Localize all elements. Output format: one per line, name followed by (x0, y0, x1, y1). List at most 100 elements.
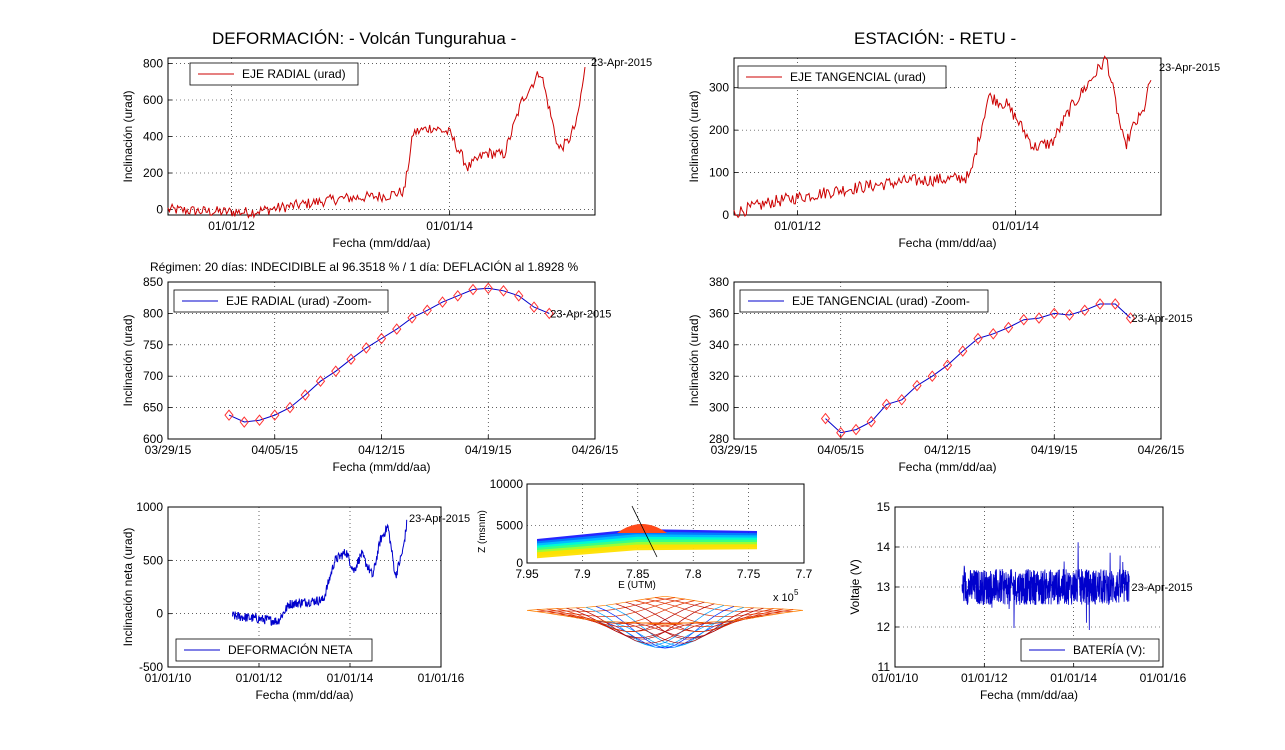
mesh-line (655, 609, 794, 624)
plot-frame (526, 483, 805, 564)
x-tick-label: 04/26/15 (572, 443, 619, 457)
x-tick-label: 01/01/12 (208, 219, 255, 233)
legend-box (739, 289, 989, 313)
data-marker (881, 398, 892, 411)
plot-frame (167, 506, 442, 668)
right-title: ESTACIÓN: - RETU - (854, 29, 1017, 48)
legend-label: EJE TANGENCIAL (urad) (790, 70, 926, 84)
data-marker (529, 301, 539, 313)
series-line (228, 287, 550, 423)
x-tick-label: 01/01/10 (872, 671, 919, 685)
x-tick-label: 01/01/16 (1140, 671, 1187, 685)
x-axis-label: Fecha (mm/dd/aa) (898, 460, 996, 474)
y-tick-label: 200 (709, 123, 729, 137)
y-tick-label: 300 (709, 81, 729, 95)
data-marker (942, 359, 953, 372)
end-label: 23-Apr-2015 (550, 308, 611, 320)
plot-frame (167, 281, 596, 440)
x-tick-label: 01/01/12 (961, 671, 1008, 685)
y-tick-label: 800 (143, 56, 163, 70)
x-tick-label: 7.7 (796, 567, 813, 581)
mesh-line (546, 598, 685, 617)
data-marker (392, 323, 402, 335)
mesh-line (536, 597, 675, 612)
y-tick-label: 0 (722, 208, 729, 222)
chart-radial: 01/01/12 01/01/14 0 200 400 600 800 Fecha (mm/d… (121, 56, 652, 250)
x-axis-label: Fecha (mm/dd/aa) (255, 688, 353, 702)
y-tick-label: 1000 (136, 500, 163, 514)
series-line (232, 519, 408, 626)
y-axis-label: Inclinación (urad) (121, 90, 135, 182)
y-tick-label: 200 (143, 166, 163, 180)
legend-label: EJE TANGENCIAL (urad) -Zoom- (792, 294, 970, 308)
mesh-line (536, 609, 675, 624)
y-tick-label: 13 (877, 580, 891, 594)
mesh-line (595, 606, 735, 649)
data-marker (315, 375, 326, 388)
x-tick-label: 01/01/10 (145, 671, 192, 685)
mesh-line (556, 600, 695, 624)
data-marker (958, 345, 968, 357)
x-axis-label: Fecha (mm/dd/aa) (980, 688, 1078, 702)
plot-frame (733, 57, 1162, 216)
y-axis-label: Z (msnm) (477, 510, 488, 553)
x-axis-label: Fecha (mm/dd/aa) (332, 460, 430, 474)
x-tick-label: 7.95 (515, 567, 539, 581)
y-tick-label: 400 (143, 130, 163, 144)
legend-box (189, 62, 359, 86)
y-tick-label: 5000 (496, 519, 523, 533)
y-tick-label: 800 (143, 306, 163, 320)
x-tick-label: 01/01/14 (992, 219, 1039, 233)
x-tick-label: 7.8 (685, 567, 702, 581)
x-tick-label: 04/19/15 (465, 443, 512, 457)
x-tick-label: 7.85 (626, 567, 650, 581)
series-line (825, 303, 1131, 434)
mesh-line (664, 609, 804, 625)
chart-tangencial-zoom: 03/29/15 04/05/15 04/12/15 04/19/15 04/26/15… (687, 275, 1193, 474)
y-tick-label: 12 (877, 620, 891, 634)
y-axis-label: Voltaje (V) (848, 559, 862, 614)
data-marker (422, 304, 432, 317)
legend-label: EJE RADIAL (urad) -Zoom- (226, 294, 372, 308)
plot-frame (167, 57, 596, 216)
data-marker (1125, 312, 1136, 324)
data-marker (851, 423, 861, 436)
x-tick-label: 01/01/14 (327, 671, 374, 685)
data-marker (224, 409, 234, 421)
data-marker (331, 365, 341, 377)
x-tick-label: 03/29/15 (711, 443, 758, 457)
mesh-line (625, 607, 764, 638)
x-axis-label: Fecha (mm/dd/aa) (332, 236, 430, 250)
chart-tangencial: 01/01/12 01/01/14 0 100 200 300 Fecha (mm/dd/a… (687, 55, 1220, 250)
data-marker (270, 409, 280, 421)
data-marker (376, 332, 387, 345)
y-tick-label: 340 (709, 338, 729, 352)
x-tick-label: 04/05/15 (817, 443, 864, 457)
chart-neta: 01/01/10 01/01/12 01/01/14 01/01/16 -500 0 500… (121, 500, 470, 702)
mesh-line (615, 607, 754, 644)
axis-exponent: x 10 (773, 592, 794, 604)
y-tick-label: 320 (709, 369, 729, 383)
y-tick-label: 600 (143, 432, 163, 446)
data-marker (836, 426, 846, 439)
legend-box (173, 289, 389, 313)
series-line (961, 542, 1130, 631)
end-label: 23-Apr-2015 (1159, 62, 1220, 74)
y-tick-label: 10000 (490, 477, 524, 491)
y-axis-label: Inclinación (urad) (687, 314, 701, 406)
data-marker (1110, 298, 1120, 310)
legend-box (1020, 638, 1160, 662)
chart-radial-zoom: 03/29/15 04/05/15 04/12/15 04/19/15 04/26/15… (121, 275, 619, 474)
y-tick-label: 850 (143, 275, 163, 289)
mesh-line (566, 601, 705, 632)
legend-box (737, 65, 947, 89)
mesh-line (635, 608, 774, 632)
data-marker (927, 370, 937, 383)
data-marker (1049, 307, 1059, 320)
chart-bateria: 01/01/10 01/01/12 01/01/14 01/01/16 11 12 13 14… (848, 500, 1193, 702)
left-title: DEFORMACIÓN: - Volcán Tungurahua - (212, 29, 517, 48)
y-tick-label: 360 (709, 306, 729, 320)
x-tick-label: 04/26/15 (1138, 443, 1185, 457)
x-tick-label: 04/12/15 (924, 443, 971, 457)
y-tick-label: 380 (709, 275, 729, 289)
